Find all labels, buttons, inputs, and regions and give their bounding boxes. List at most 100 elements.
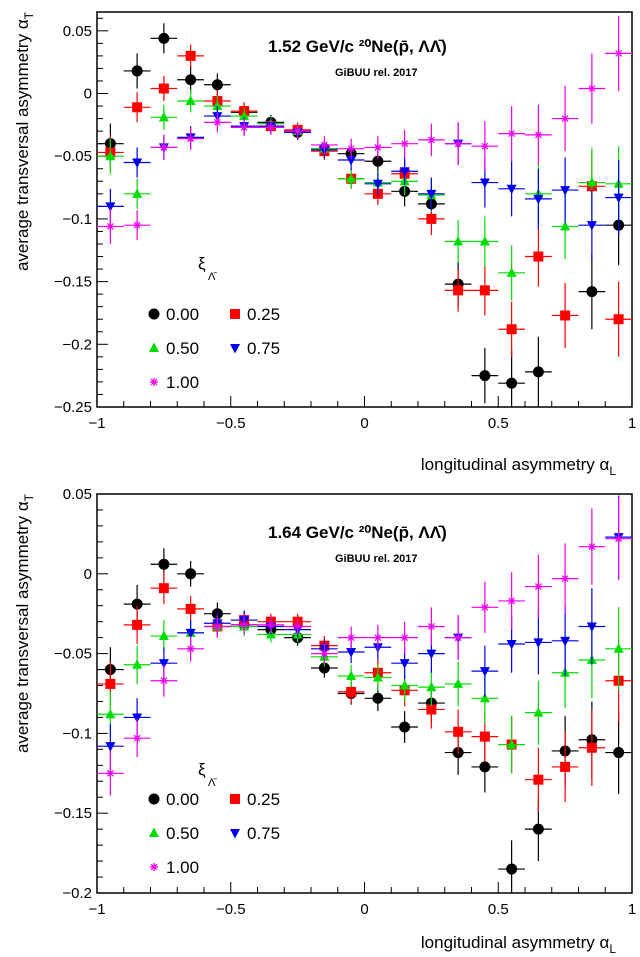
legend-marker-star (150, 863, 158, 871)
marker-circle (185, 568, 197, 580)
marker-triangle-up (105, 708, 116, 719)
data-point (150, 104, 178, 130)
data-point (578, 190, 606, 261)
marker-star (480, 603, 489, 612)
marker-star (534, 582, 543, 591)
marker-circle (532, 366, 544, 378)
x-tick-label: 0.5 (488, 901, 509, 918)
data-point (578, 508, 606, 585)
marker-triangle-down (105, 742, 116, 752)
data-marks-bottom (97, 495, 632, 893)
marker-triangle-up (158, 630, 169, 641)
marker-triangle-up (479, 235, 490, 246)
x-tick-label: 0 (360, 901, 368, 918)
data-point (123, 584, 151, 624)
marker-triangle-up (453, 235, 464, 246)
series-0.50 (97, 89, 632, 301)
data-point (364, 624, 392, 651)
marker-triangle-up (613, 643, 624, 653)
marker-star (614, 534, 623, 543)
data-point (418, 123, 445, 157)
marker-star (106, 769, 115, 778)
marker-triangle-down (346, 648, 357, 658)
marker-star (133, 221, 142, 230)
legend-entry: 0.00 (148, 790, 199, 809)
marker-star (320, 140, 329, 149)
data-point (444, 615, 472, 660)
marker-circle (479, 761, 491, 773)
marker-square (426, 213, 437, 224)
y-tick-label: −0.2 (62, 336, 92, 353)
data-point (311, 658, 338, 678)
data-point (391, 621, 418, 654)
marker-triangle-down (372, 179, 383, 190)
marker-circle (131, 598, 143, 610)
data-point (578, 709, 606, 787)
x-tick-label: 1 (628, 901, 636, 918)
legend-marker-circle (148, 793, 160, 805)
data-point (498, 715, 525, 774)
marker-triangle-down (613, 193, 624, 204)
y-tick-label: −0.25 (54, 399, 92, 416)
y-tick-label: −0.1 (62, 725, 92, 742)
marker-square (479, 285, 490, 296)
marker-star (427, 622, 436, 631)
data-point (123, 92, 151, 123)
data-point (525, 610, 552, 675)
marker-circle (532, 823, 544, 835)
x-axis-title: longitudinal asymmetry αL (421, 933, 616, 956)
marker-star (347, 144, 356, 153)
marker-square (132, 102, 143, 113)
data-point (177, 127, 204, 150)
axis-ticks-top: −1 −0.5 0 0.5 1 0.05 0 −0.05 −0.1 −0.15 −0.2 −0.25 (54, 17, 636, 432)
marker-star (561, 574, 570, 583)
legend-marker-triangle-down (230, 829, 240, 839)
marker-square (586, 742, 597, 753)
marker-triangle-down (399, 167, 410, 177)
marker-triangle-up (506, 739, 517, 749)
data-point (525, 797, 552, 862)
data-point (551, 282, 579, 349)
series-1.00 (97, 497, 632, 796)
marker-square (453, 726, 464, 737)
data-point (498, 161, 525, 217)
marker-star (106, 222, 115, 231)
data-point (605, 711, 632, 795)
y-tick-label: −0.15 (54, 274, 92, 291)
y-tick-label: −0.05 (54, 646, 92, 663)
marker-circle (211, 79, 223, 91)
marker-triangle-up (212, 100, 223, 111)
x-tick-label: 0.5 (488, 415, 509, 432)
y-tick-label: −0.15 (54, 805, 92, 822)
data-point (177, 44, 204, 68)
legend-title: ξΛ̄ (198, 760, 217, 789)
data-point (257, 119, 285, 135)
data-point (498, 350, 525, 407)
marker-triangle-down (506, 640, 517, 650)
marker-triangle-down (479, 667, 490, 677)
data-point (605, 281, 632, 357)
marker-star (561, 114, 570, 123)
legend-label: 0.25 (247, 305, 280, 324)
data-point (177, 561, 204, 587)
marker-square (185, 603, 196, 614)
x-tick-label: 1 (628, 415, 636, 432)
series-1.00 (97, 15, 632, 244)
legend-entry: 1.00 (150, 373, 199, 392)
data-point (444, 661, 472, 707)
legend-label: 0.00 (166, 305, 199, 324)
marker-triangle-up (346, 670, 357, 680)
legend-top: ξΛ̄ 0.00 0.25 0.50 0.75 1.00 (148, 254, 280, 392)
marker-triangle-down (346, 155, 357, 166)
data-point (150, 664, 178, 697)
x-axis-title: longitudinal asymmetry αL (421, 455, 616, 478)
data-point (150, 572, 178, 605)
marker-star (133, 734, 142, 743)
marker-triangle-down (560, 186, 571, 196)
data-point (97, 750, 124, 796)
marker-triangle-up (399, 680, 410, 690)
marker-star (159, 676, 168, 685)
marker-star (507, 129, 516, 138)
marker-triangle-down (586, 622, 597, 632)
marker-circle (372, 155, 384, 167)
